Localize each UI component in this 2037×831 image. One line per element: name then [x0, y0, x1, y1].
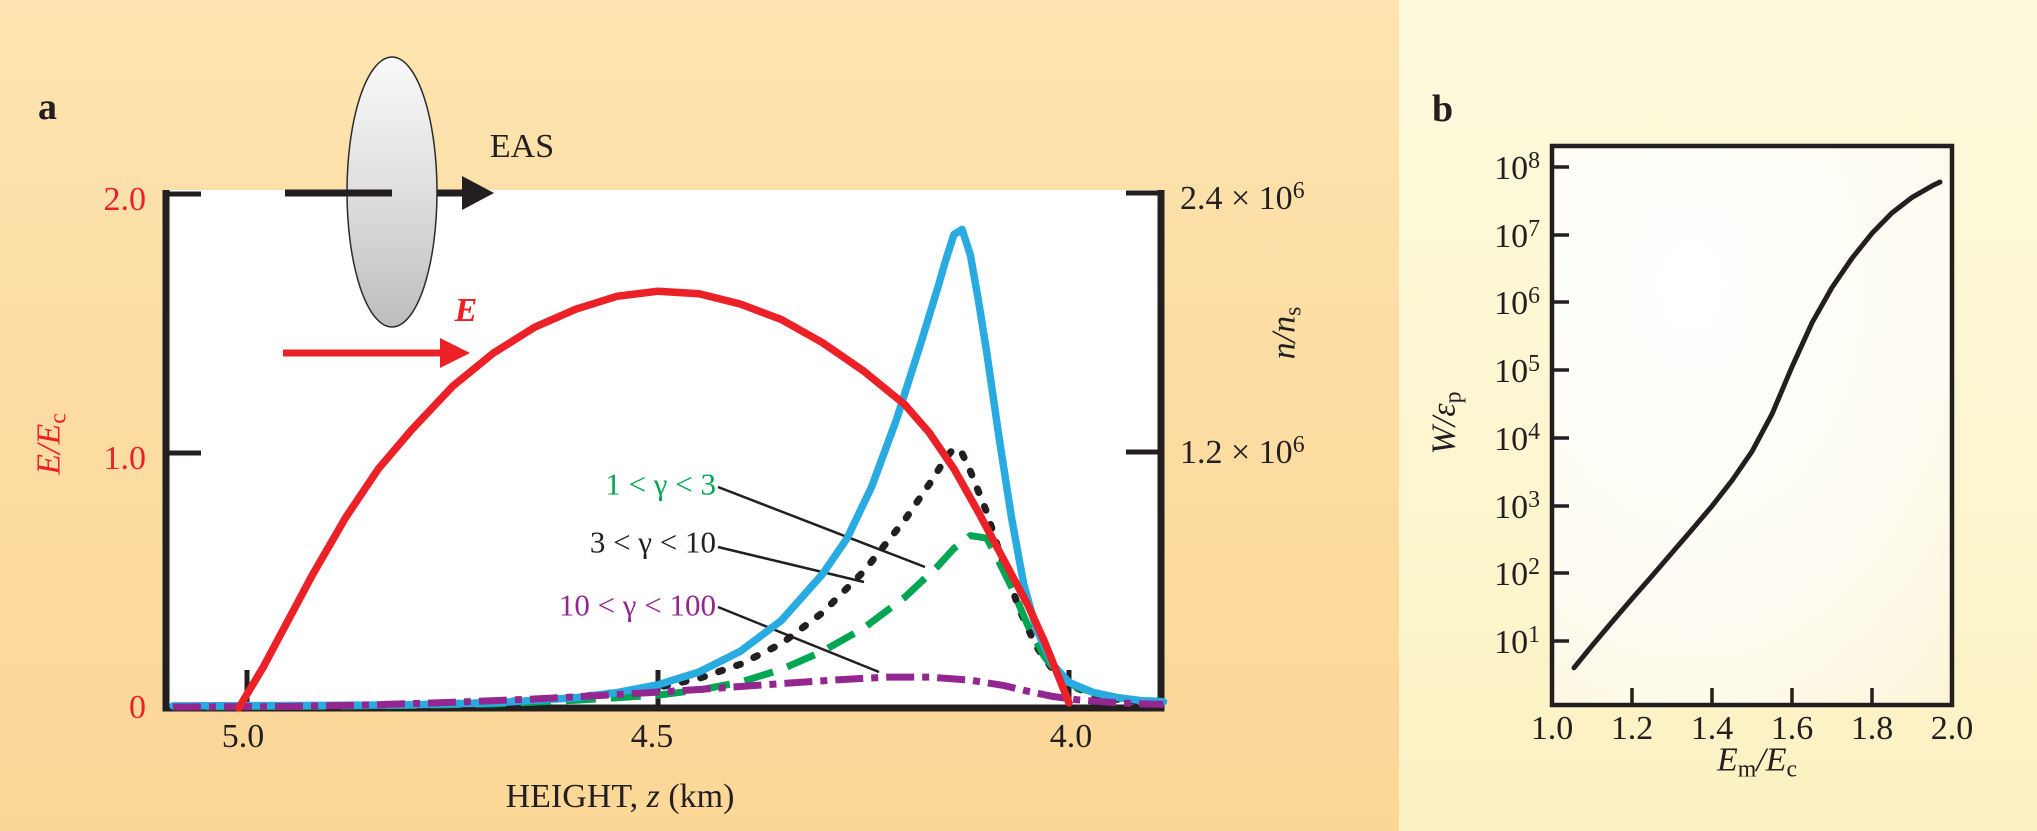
- panel-a-left-axis-label-sub: c: [45, 413, 72, 424]
- ytick-1e4-base: 10: [1494, 420, 1529, 458]
- panel-b-xtick-2.0: 2.0: [1930, 710, 1974, 747]
- panel-b-ytick-1e1: 101: [1494, 622, 1540, 661]
- panel-a-x-axis-label-suffix: (km): [659, 778, 735, 815]
- ytick-1e1-exp: 1: [1528, 622, 1540, 649]
- panel-a-left-axis-label: E/Ec: [30, 413, 72, 475]
- panel-a-right-axis-label: n/ns: [1265, 306, 1307, 360]
- eas-label: EAS: [489, 128, 555, 165]
- panel-a-xtick-label-4.0: 4.0: [1049, 718, 1093, 755]
- panel-b-ytick-1e6: 106: [1494, 283, 1540, 322]
- rtick-2.4e6-mantissa: 2.4 × 10: [1180, 179, 1293, 217]
- panel-a-ytick-label-2.0: 2.0: [103, 181, 147, 218]
- e-field-arrow-label: E: [454, 292, 478, 329]
- legend-gamma-3-10: 3 < γ < 10: [589, 524, 716, 560]
- ytick-1e7-base: 10: [1494, 217, 1529, 255]
- ytick-1e8-exp: 8: [1528, 148, 1540, 175]
- panel-b-xtick-1.4: 1.4: [1690, 710, 1734, 747]
- panel-b-ytick-1e2: 102: [1494, 554, 1540, 593]
- panel-a-xtick-label-5.0: 5.0: [221, 718, 265, 755]
- panel-b-xtick-1.2: 1.2: [1610, 710, 1654, 747]
- ytick-1e7-exp: 7: [1528, 216, 1540, 243]
- panel-b-ytick-1e8: 108: [1494, 148, 1540, 187]
- curve-w-epsilon: [1571, 179, 1943, 671]
- panel-b-ytick-1e3: 103: [1494, 487, 1540, 526]
- panel-a-right-axis-label-sub: s: [1280, 306, 1307, 316]
- curve-gamma-10-100: [172, 673, 1164, 711]
- panel-a-ytick-label-1.0: 1.0: [103, 440, 147, 477]
- ytick-1e8-base: 10: [1494, 149, 1529, 187]
- legend-gamma-1-3: 1 < γ < 3: [605, 466, 716, 502]
- ytick-1e6-base: 10: [1494, 284, 1529, 322]
- callout-line-gamma1: [717, 485, 926, 569]
- panel-b-x-axis-label-s2: c: [1786, 756, 1798, 783]
- panel-a-xtick-label-4.5: 4.5: [630, 718, 674, 755]
- panel-b-ytick-1e7: 107: [1494, 216, 1540, 255]
- rtick-1.2e6-exp: 6: [1292, 432, 1305, 459]
- panel-b-xtick-1.6: 1.6: [1770, 710, 1814, 747]
- legend-gamma-10-100: 10 < γ < 100: [558, 587, 716, 623]
- panel-a-rtick-label-2.4e6: 2.4 × 106: [1180, 178, 1305, 217]
- panel-a-rtick-label-1.2e6: 1.2 × 106: [1180, 432, 1305, 471]
- ytick-1e4-exp: 4: [1528, 419, 1540, 446]
- panel-b-y-axis-label-sub: p: [1440, 391, 1467, 404]
- panel-a-plot-area: [163, 190, 1164, 708]
- panel-b-ticks: [1554, 165, 1874, 703]
- callout-line-gamma3: [717, 605, 880, 674]
- curve-e-field: [235, 287, 1073, 712]
- ytick-1e5-base: 10: [1494, 352, 1529, 390]
- ytick-1e2-exp: 2: [1528, 554, 1540, 581]
- panel-a-letter: a: [38, 86, 57, 128]
- panel-a-x-axis-label-var: z: [646, 778, 660, 815]
- panel-b-x-axis-label-p1: E: [1716, 741, 1738, 779]
- rtick-1.2e6-mantissa: 1.2 × 10: [1180, 433, 1293, 471]
- panel-a-ytick-label-0: 0: [129, 689, 146, 726]
- panel-b-letter: b: [1432, 88, 1454, 130]
- panel-a-right-axis-label-main: n/n: [1265, 315, 1303, 360]
- rtick-2.4e6-exp: 6: [1292, 178, 1305, 205]
- panel-b-x-axis-label: Em/Ec: [1716, 741, 1798, 783]
- panel-b-ytick-1e5: 105: [1494, 351, 1540, 390]
- ytick-1e6-exp: 6: [1528, 283, 1540, 310]
- ytick-1e3-base: 10: [1494, 488, 1529, 526]
- panel-b-x-axis-label-s1: m: [1737, 756, 1757, 783]
- panel-b-y-axis-label-main: W/ε: [1425, 403, 1463, 455]
- panel-a-left-axis-label-main: E/E: [30, 423, 68, 475]
- panel-a-x-axis-label-prefix: HEIGHT,: [505, 778, 647, 815]
- eas-arrow-head-icon: [462, 176, 494, 210]
- panel-b-x-axis-label-p2: /E: [1756, 741, 1787, 779]
- ytick-1e1-base: 10: [1494, 623, 1529, 661]
- panel-b-ytick-1e4: 104: [1494, 419, 1540, 458]
- ytick-1e3-exp: 3: [1528, 487, 1540, 514]
- ytick-1e5-exp: 5: [1528, 351, 1540, 378]
- e-field-arrow-head-icon: [440, 338, 470, 368]
- panel-b-xtick-1.8: 1.8: [1850, 710, 1894, 747]
- panel-b-xtick-1.0: 1.0: [1530, 710, 1574, 747]
- panel-b-y-axis-label: W/εp: [1425, 391, 1467, 455]
- callout-line-gamma2: [717, 545, 865, 584]
- ytick-1e2-base: 10: [1494, 555, 1529, 593]
- panel-a-x-axis-label: HEIGHT, z (km): [506, 780, 735, 814]
